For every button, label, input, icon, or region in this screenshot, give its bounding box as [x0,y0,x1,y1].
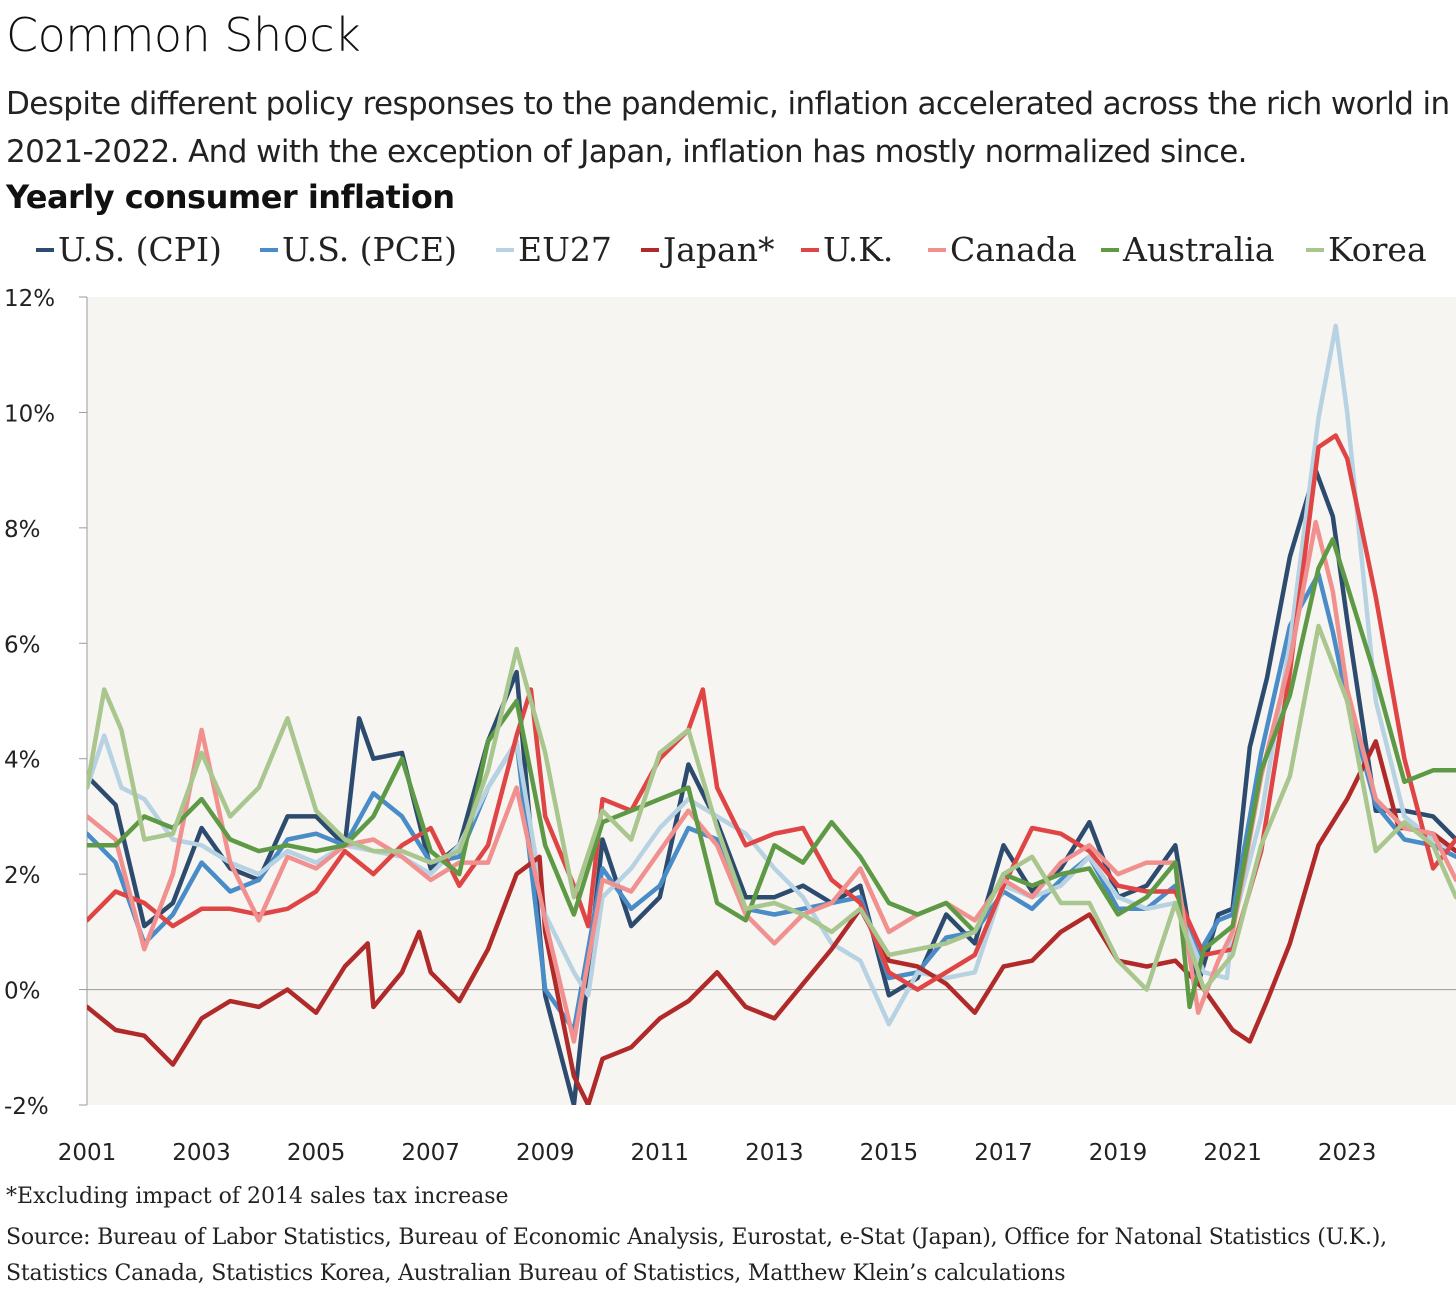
x-tick-label: 2011 [631,1140,690,1166]
legend-swatch [641,247,659,252]
series-line-3 [87,739,1456,1105]
series-line-7 [87,623,1456,992]
legend-label: Japan* [663,230,775,269]
series-line-0 [87,467,1456,1105]
y-tick-label: 12% [4,286,55,312]
legend-label: U.S. (PCE) [282,230,457,269]
y-tick-label: 4% [4,748,41,774]
plot-background [87,297,1456,1105]
x-tick-label: 2021 [1203,1140,1262,1166]
x-tick-label: 2017 [974,1140,1033,1166]
x-tick-label: 2003 [172,1140,231,1166]
y-tick-label: 6% [4,632,41,658]
footnote: *Excluding impact of 2014 sales tax incr… [6,1184,509,1209]
y-tick-label: 0% [4,979,41,1005]
legend-swatch [260,247,278,252]
line-chart: -2% 0% 2% 4% 6% 8% 10% 12% 2001 2003 2005 2007 2009 2… [4,286,1456,1166]
legend-item: EU27 [496,230,612,269]
y-tick-label: 2% [4,863,41,889]
legend-item: Canada [928,230,1077,269]
y-tick-label: -2% [4,1094,49,1120]
series-line-1 [87,571,1456,1033]
legend-item: U.K. [801,230,893,269]
legend-item: U.S. (CPI) [36,230,222,269]
legend-label: U.S. (CPI) [58,230,222,269]
x-tick-label: 2015 [860,1140,919,1166]
series-line-6 [87,537,1456,1010]
legend-label: U.K. [823,230,894,269]
legend-item: Japan* [641,230,774,269]
x-tick-label: 2023 [1318,1140,1377,1166]
legend-swatch [1306,247,1324,252]
x-tick-label: 2005 [287,1140,346,1166]
x-tick-label: 2013 [745,1140,804,1166]
legend-label: Australia [1123,230,1275,269]
source-note: Source: Bureau of Labor Statistics, Bure… [6,1225,1387,1286]
legend-swatch [36,247,54,252]
x-tick-label: 2001 [58,1140,117,1166]
chart-label: Yearly consumer inflation [6,178,455,216]
legend-item: Australia [1101,230,1275,269]
legend-label: Korea [1328,230,1427,269]
legend-swatch [801,247,819,252]
x-tick-label: 2007 [401,1140,460,1166]
chart-subtitle: Despite different policy responses to th… [6,86,1450,170]
legend-item: U.S. (PCE) [260,230,457,269]
legend-swatch [1101,247,1119,252]
legend-label: Canada [950,230,1077,269]
legend-swatch [496,247,514,252]
legend-label: EU27 [518,230,612,269]
legend-item: Korea [1306,230,1427,269]
legend-swatch [928,247,946,252]
y-tick-label: 10% [4,401,55,427]
x-tick-label: 2009 [516,1140,575,1166]
chart-title: Common Shock [6,8,361,62]
y-tick-label: 8% [4,517,41,543]
x-tick-label: 2019 [1089,1140,1148,1166]
